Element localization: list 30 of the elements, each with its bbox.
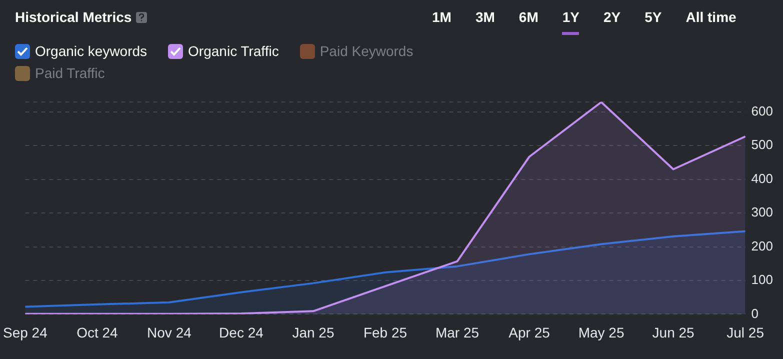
x-tick-label: Feb 25 — [363, 324, 408, 340]
text: 1M — [432, 9, 452, 27]
text: 3M — [475, 9, 495, 27]
y-tick-label: 600 — [751, 103, 774, 118]
y-tick-label: 300 — [751, 204, 774, 220]
x-tick-label: May 25 — [578, 324, 624, 340]
legend-label: Paid Traffic — [35, 65, 105, 81]
x-tick-label: Dec 24 — [219, 324, 264, 340]
x-tick-label: Oct 24 — [76, 324, 118, 340]
y-tick-label: 0 — [751, 306, 759, 321]
legend-label: Paid Keywords — [320, 43, 414, 59]
y-tick-label: 100 — [751, 272, 774, 288]
x-tick-label: Jul 25 — [726, 324, 764, 340]
x-tick-label: Mar 25 — [435, 324, 480, 340]
x-tick-label: Apr 25 — [508, 324, 550, 340]
text: 6M — [518, 9, 538, 27]
legend-label: Organic Traffic — [188, 43, 279, 59]
x-tick-label: Jan 25 — [292, 324, 334, 340]
y-tick-label: 200 — [751, 238, 774, 254]
x-tick-label: Jun 25 — [652, 324, 695, 340]
y-tick-label: 400 — [751, 170, 774, 186]
legend-label: Organic keywords — [35, 43, 148, 59]
x-tick-label: Nov 24 — [147, 324, 192, 340]
chart-title: Historical Metrics — [15, 9, 133, 25]
text: 2Y — [603, 9, 621, 27]
text: 1Y — [562, 9, 580, 35]
x-tick-label: Sep 24 — [3, 324, 48, 340]
text: 5Y — [644, 9, 662, 27]
y-tick-label: 500 — [751, 137, 774, 152]
text: All time — [686, 9, 736, 27]
